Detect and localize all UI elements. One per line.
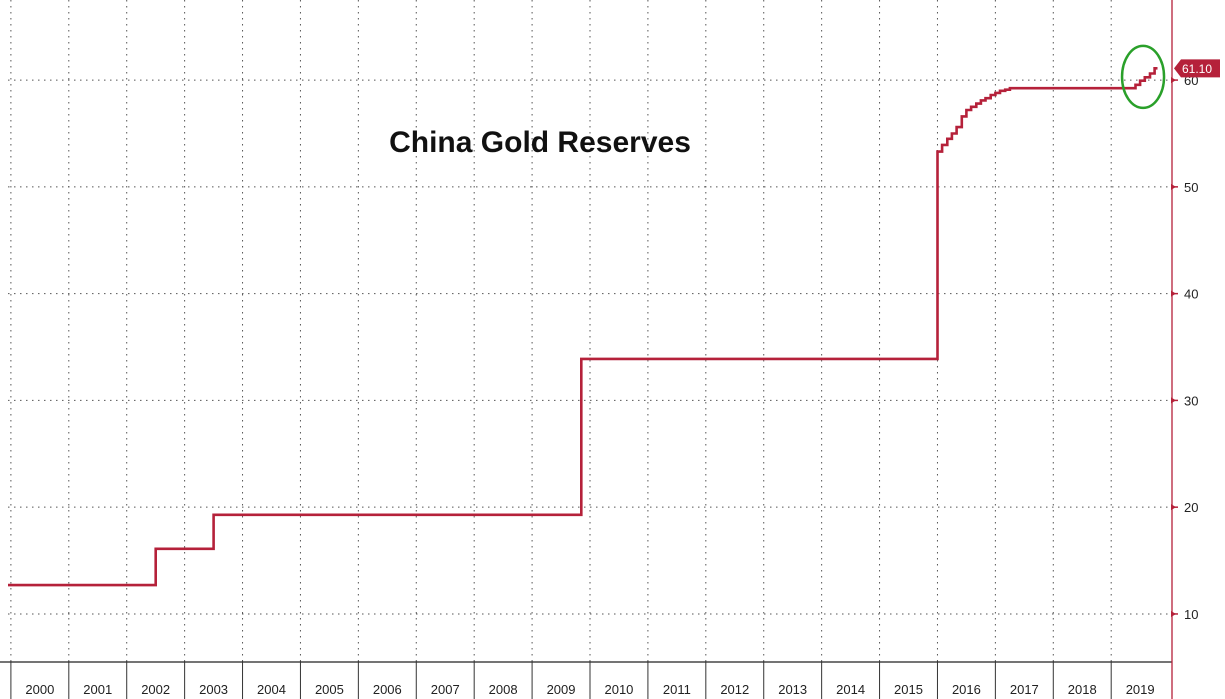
x-tick-label: 2011 [663, 682, 691, 697]
y-tick-label: 40 [1184, 287, 1198, 302]
x-tick-label: 2019 [1126, 682, 1155, 697]
x-tick-label: 2014 [836, 682, 865, 697]
y-tick-label: 10 [1184, 607, 1198, 622]
x-tick-label: 2000 [25, 682, 54, 697]
grid-lines [8, 0, 1172, 662]
x-tick-label: 2008 [489, 682, 518, 697]
series-line [8, 67, 1158, 587]
x-tick-label: 2016 [952, 682, 981, 697]
last-value-label: 61.10 [1182, 62, 1212, 76]
y-tick-arrow [1171, 610, 1176, 617]
x-axis-ticks: 2000 2001 2002 2003 2004 2005 2006 2007 2008 2009… [10, 662, 1155, 699]
last-value-tag [1174, 59, 1220, 78]
x-tick-label: 2005 [315, 682, 344, 697]
x-tick-label: 2006 [373, 682, 402, 697]
x-tick-label: 2017 [1010, 682, 1039, 697]
chart-title: China Gold Reserves [389, 126, 691, 159]
x-tick-label: 2009 [547, 682, 576, 697]
x-tick-label: 2003 [199, 682, 228, 697]
y-tick-label: 20 [1184, 500, 1198, 515]
y-tick-arrow [1171, 77, 1176, 84]
highlight-circle [1120, 44, 1166, 110]
y-tick-arrow [1171, 183, 1176, 190]
annotations: 61.10 [1120, 44, 1220, 110]
axes [0, 0, 1173, 699]
y-tick-arrow [1171, 397, 1176, 404]
x-tick-label: 2013 [778, 682, 807, 697]
x-tick-label: 2015 [894, 682, 923, 697]
x-tick-label: 2010 [604, 682, 633, 697]
x-tick-label: 2012 [720, 682, 749, 697]
y-tick-arrow [1171, 290, 1176, 297]
x-tick-label: 2001 [83, 682, 112, 697]
series-lines [8, 67, 1158, 587]
y-tick-label: 50 [1184, 180, 1198, 195]
y-tick-label: 30 [1184, 393, 1198, 408]
x-tick-label: 2004 [257, 682, 286, 697]
y-tick-arrow [1171, 504, 1176, 511]
x-tick-label: 2002 [141, 682, 170, 697]
x-tick-label: 2018 [1068, 682, 1097, 697]
x-tick-label: 2007 [431, 682, 460, 697]
